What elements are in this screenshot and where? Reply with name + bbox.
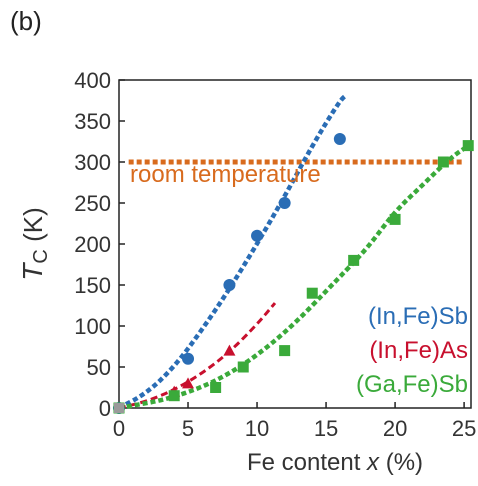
y-tick-label: 350 <box>74 109 111 134</box>
point-ga-fe-sb <box>462 140 474 152</box>
x-axis-label-variable: x <box>366 449 380 476</box>
point-in-fe-as <box>182 377 195 389</box>
x-tick-label: 20 <box>383 416 407 441</box>
point-in-fe-sb <box>278 197 291 209</box>
point-ga-fe-sb <box>348 254 360 266</box>
legend-entry-in-fe-as: (In,Fe)As <box>369 337 468 364</box>
y-tick-label: 250 <box>74 191 111 216</box>
panel-label: (b) <box>10 6 42 36</box>
point-in-fe-sb <box>182 352 195 365</box>
y-tick-label: 150 <box>74 273 111 298</box>
x-tick-label: 15 <box>314 416 338 441</box>
x-axis-label-main: Fe content <box>247 449 367 476</box>
legend-entry-ga-fe-sb: (Ga,Fe)Sb <box>356 371 468 398</box>
y-tick-label: 300 <box>74 150 111 175</box>
point-ga-fe-sb <box>210 382 222 393</box>
point-in-fe-sb <box>251 229 264 242</box>
fit-curve-in-fe-as <box>118 302 277 410</box>
x-axis-ticks: 0 5 10 15 20 25 <box>113 402 476 441</box>
legend: (In,Fe)Sb (In,Fe)As (Ga,Fe)Sb <box>356 303 468 398</box>
x-axis-label: Fe content x (%) <box>247 449 423 476</box>
x-tick-label: 10 <box>245 416 269 441</box>
room-temperature-label: room temperature <box>130 161 321 188</box>
y-axis-label-main: T <box>17 262 48 281</box>
point-ga-fe-sb <box>306 287 318 299</box>
point-ga-fe-sb <box>237 361 249 373</box>
point-in-fe-sb <box>333 133 346 146</box>
y-tick-label: 400 <box>74 68 111 93</box>
point-ga-fe-sb <box>279 345 291 357</box>
y-tick-label: 100 <box>74 314 111 339</box>
x-tick-label: 25 <box>452 416 476 441</box>
origin-point <box>114 403 124 413</box>
y-tick-label: 0 <box>99 396 111 421</box>
fit-curve-in-fe-sb <box>117 93 349 410</box>
point-ga-fe-sb <box>168 390 180 402</box>
y-axis-ticks: 0 50 100 150 200 250 300 350 400 <box>74 68 125 421</box>
x-tick-label: 5 <box>182 416 194 441</box>
legend-entry-in-fe-sb: (In,Fe)Sb <box>368 303 468 330</box>
point-in-fe-as <box>223 344 236 356</box>
point-in-fe-sb <box>223 279 236 291</box>
y-axis-label-subscript: C <box>30 249 52 263</box>
y-tick-label: 200 <box>74 232 111 257</box>
x-axis-label-unit: (%) <box>379 449 423 476</box>
point-ga-fe-sb <box>437 156 449 168</box>
point-ga-fe-sb <box>389 213 401 225</box>
y-axis-label: TC (K) <box>17 207 52 280</box>
y-axis-label-unit: (K) <box>18 207 48 249</box>
data-points <box>113 133 474 414</box>
x-tick-label: 0 <box>113 416 125 441</box>
y-tick-label: 50 <box>87 355 111 380</box>
